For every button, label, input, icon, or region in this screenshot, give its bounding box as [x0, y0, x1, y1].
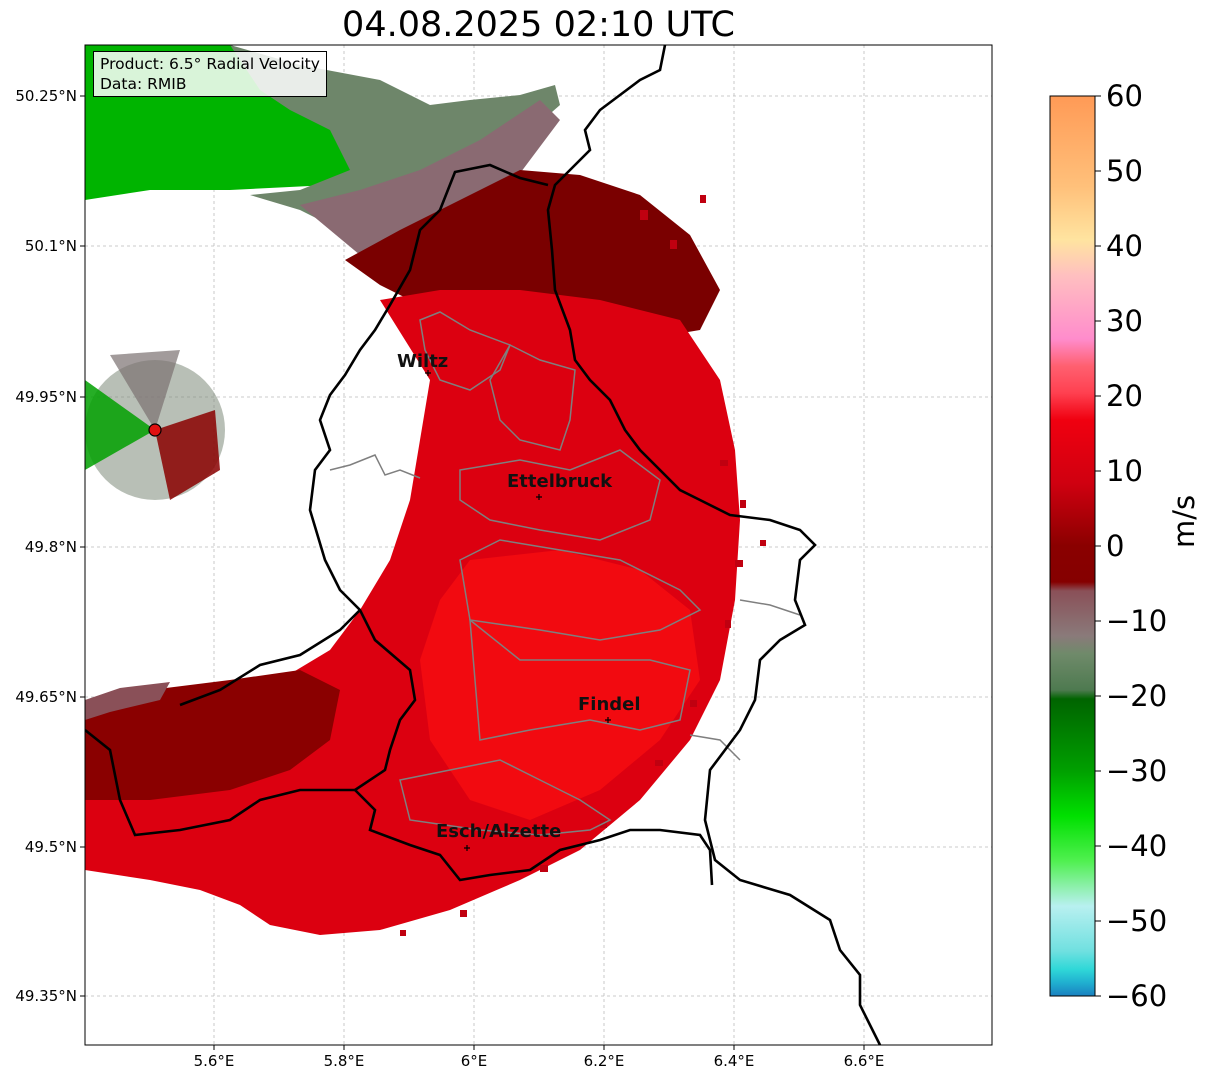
city-label-findel: Findel [578, 694, 641, 715]
radar-site-marker [148, 423, 162, 437]
lat-label: 49.35°N [15, 987, 77, 1005]
map-title: 04.08.2025 02:10 UTC [342, 5, 735, 45]
product-info-box: Product: 6.5° Radial Velocity Data: RMIB [93, 51, 327, 97]
lon-label: 6°E [460, 1052, 488, 1070]
lat-label: 49.8°N [24, 538, 77, 556]
lon-label: 6.6°E [843, 1052, 885, 1070]
colorbar-tick-label: −40 [1106, 829, 1168, 863]
district-boundaries [329, 311, 801, 836]
data-source-label: Data: RMIB [100, 75, 187, 93]
lon-label: 6.2°E [583, 1052, 625, 1070]
colorbar-tick-label: 10 [1106, 454, 1143, 488]
velocity-region-mauve-west [85, 682, 170, 720]
map-outline [84, 44, 993, 1046]
colorbar-tick-label: 50 [1106, 154, 1143, 188]
colorbar-tick-label: −50 [1106, 904, 1168, 938]
colorbar-tick-label: −60 [1106, 979, 1168, 1013]
colorbar-tick-label: −10 [1106, 604, 1168, 638]
colorbar-tick-label: 40 [1106, 229, 1143, 263]
city-label-esch-alzette: Esch/Alzette [436, 821, 562, 842]
colorbar-tick-label: 60 [1106, 79, 1143, 113]
lat-label: 50.1°N [24, 237, 77, 255]
product-label: Product: 6.5° Radial Velocity [100, 55, 320, 73]
city-label-ettelbruck: Ettelbruck [507, 471, 613, 492]
axis-ticks [80, 95, 865, 1050]
colorbar-tick-label: 30 [1106, 304, 1143, 338]
colorbar-tick-label: −30 [1106, 754, 1168, 788]
lat-label: 49.95°N [15, 388, 77, 406]
velocity-region-mauve [300, 100, 560, 270]
colorbar-tick-label: 20 [1106, 379, 1143, 413]
colorbar-ticks [1095, 95, 1101, 997]
lon-label: 5.8°E [323, 1052, 365, 1070]
city-markers [425, 370, 611, 851]
lat-label: 49.5°N [24, 838, 77, 856]
colorbar-unit-label: m/s [1167, 494, 1201, 548]
lat-label: 49.65°N [15, 688, 77, 706]
colorbar [1049, 95, 1096, 997]
lat-label: 50.25°N [15, 87, 77, 105]
colorbar-tick-label: −20 [1106, 679, 1168, 713]
colorbar-tick-label: 0 [1106, 529, 1125, 563]
national-borders [85, 45, 882, 1045]
lon-label: 6.4°E [713, 1052, 755, 1070]
city-label-wiltz: Wiltz [397, 351, 449, 372]
lon-label: 5.6°E [193, 1052, 235, 1070]
velocity-region-outbound-strong [420, 550, 700, 820]
